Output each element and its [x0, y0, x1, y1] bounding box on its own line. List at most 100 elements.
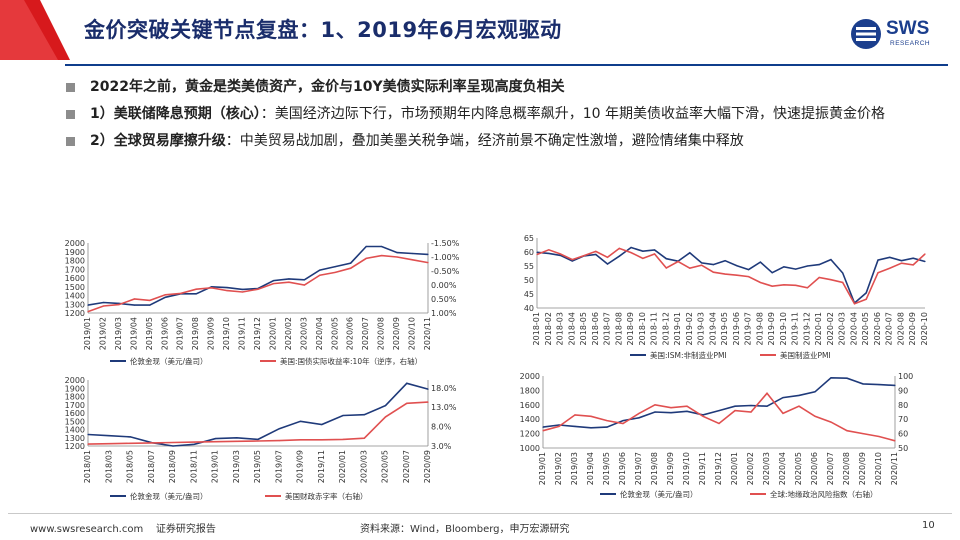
y-tick-label-right: -1.00%	[431, 253, 460, 262]
x-tick-label: 2018/11	[189, 450, 198, 483]
data-point	[180, 292, 182, 294]
data-point	[736, 265, 738, 267]
data-point	[618, 247, 620, 249]
bullet-square-icon	[66, 137, 75, 146]
x-tick-label: 2019/09	[666, 452, 675, 485]
data-point	[865, 292, 867, 294]
x-tick-label: 2020/04	[778, 452, 787, 485]
x-tick-label: 2020-10	[920, 312, 929, 345]
data-point	[381, 255, 383, 257]
x-tick-label: 2020-03	[838, 312, 847, 345]
y-tick-label-left: 1300	[65, 300, 85, 309]
x-tick-label: 2019/12	[253, 317, 262, 350]
x-tick-label: 2020/09	[392, 317, 401, 350]
data-point	[396, 252, 398, 254]
y-tick-label-left: 1800	[65, 257, 85, 266]
x-tick-label: 2020/01	[338, 450, 347, 483]
x-tick-label: 2020-09	[908, 312, 917, 345]
x-tick-label: 2020/03	[299, 317, 308, 350]
x-tick-label: 2018-11	[650, 312, 659, 345]
data-point	[912, 257, 914, 259]
data-point	[853, 303, 856, 305]
data-point	[748, 276, 750, 278]
data-point	[87, 304, 89, 306]
y-tick-label-left: 1600	[65, 274, 85, 283]
y-tick-label-right: 18.0%	[431, 384, 457, 393]
data-point	[677, 260, 679, 263]
data-point	[606, 263, 609, 265]
footer-left: www.swsresearch.com 证券研究报告	[30, 520, 216, 535]
logo-subtext: RESEARCH	[890, 40, 931, 47]
data-point	[701, 264, 703, 266]
bullet-bold: 2022年之前，黄金是类美债资产，金价与10Y美债实际利率呈现高度负相关	[90, 79, 565, 95]
y-tick-label-right: 50	[898, 444, 908, 453]
x-tick-label: 2020/11	[423, 317, 432, 350]
x-tick-label: 2019/06	[160, 317, 169, 350]
data-point	[558, 425, 560, 427]
data-point	[411, 259, 414, 261]
data-point	[622, 420, 624, 422]
y-tick-label-left: 1800	[65, 393, 85, 402]
y-tick-label-left: 1900	[65, 248, 85, 257]
y-tick-label-left: 55	[524, 262, 534, 271]
data-point	[102, 301, 105, 304]
data-point	[590, 427, 592, 429]
data-point	[396, 256, 398, 258]
x-tick-label: 2020-01	[814, 312, 823, 345]
title-rule	[65, 64, 948, 66]
legend-label: 美国制造业PMI	[780, 350, 831, 360]
x-tick-label: 2020-05	[861, 312, 870, 345]
x-tick-label: 2020/06	[810, 452, 819, 485]
data-point	[193, 443, 195, 445]
x-tick-label: 2020/01	[730, 452, 739, 485]
data-point	[384, 416, 387, 418]
data-point	[195, 293, 197, 295]
bullet-item: 2022年之前，黄金是类美债资产，金价与10Y美债实际利率呈现高度负相关	[64, 76, 934, 99]
data-point	[865, 298, 867, 300]
x-tick-label: 2019-03	[697, 312, 706, 345]
y-tick-label-left: 2000	[65, 239, 85, 248]
data-point	[319, 269, 321, 271]
x-tick-label: 2020/07	[826, 452, 835, 485]
y-tick-label-left: 1400	[65, 426, 85, 435]
data-point	[806, 287, 808, 289]
data-point	[900, 260, 903, 262]
data-point	[164, 296, 166, 298]
y-tick-label-left: 1600	[65, 409, 85, 418]
footer-source: 资料来源：Wind，Bloomberg，申万宏源研究	[360, 524, 570, 535]
data-point	[830, 279, 832, 281]
y-tick-label-left: 1900	[65, 384, 85, 393]
data-point	[759, 281, 761, 284]
data-point	[665, 267, 667, 269]
x-tick-label: 2019-08	[755, 312, 764, 345]
x-tick-label: 2019/02	[554, 452, 563, 485]
sws-logo: SWS RESEARCH	[850, 18, 945, 54]
data-point	[272, 280, 275, 282]
data-point	[363, 437, 365, 439]
y-tick-label-left: 1700	[65, 265, 85, 274]
data-point	[427, 253, 429, 255]
y-tick-label-left: 1200	[65, 309, 85, 318]
data-point	[818, 264, 820, 266]
data-point	[548, 252, 550, 254]
data-point	[734, 410, 736, 412]
x-tick-label: 2018-04	[567, 312, 576, 345]
data-point	[724, 260, 726, 262]
y-tick-label-left: 1800	[520, 386, 540, 395]
data-point	[427, 401, 429, 403]
x-tick-label: 2018-05	[579, 312, 588, 345]
data-point	[900, 262, 903, 264]
x-tick-label: 2018/05	[126, 450, 135, 483]
data-point	[689, 252, 691, 254]
data-point	[830, 377, 832, 379]
data-point	[877, 272, 879, 274]
y-tick-label-left: 1200	[520, 430, 540, 439]
x-tick-label: 2019/11	[238, 317, 247, 350]
footer-website[interactable]: www.swsresearch.com	[30, 524, 144, 535]
series-line	[87, 382, 429, 447]
data-point	[783, 266, 785, 268]
series-line	[87, 254, 429, 313]
data-point	[193, 441, 195, 443]
x-tick-label: 2019-10	[779, 312, 788, 345]
logo-text: SWS	[886, 18, 930, 39]
